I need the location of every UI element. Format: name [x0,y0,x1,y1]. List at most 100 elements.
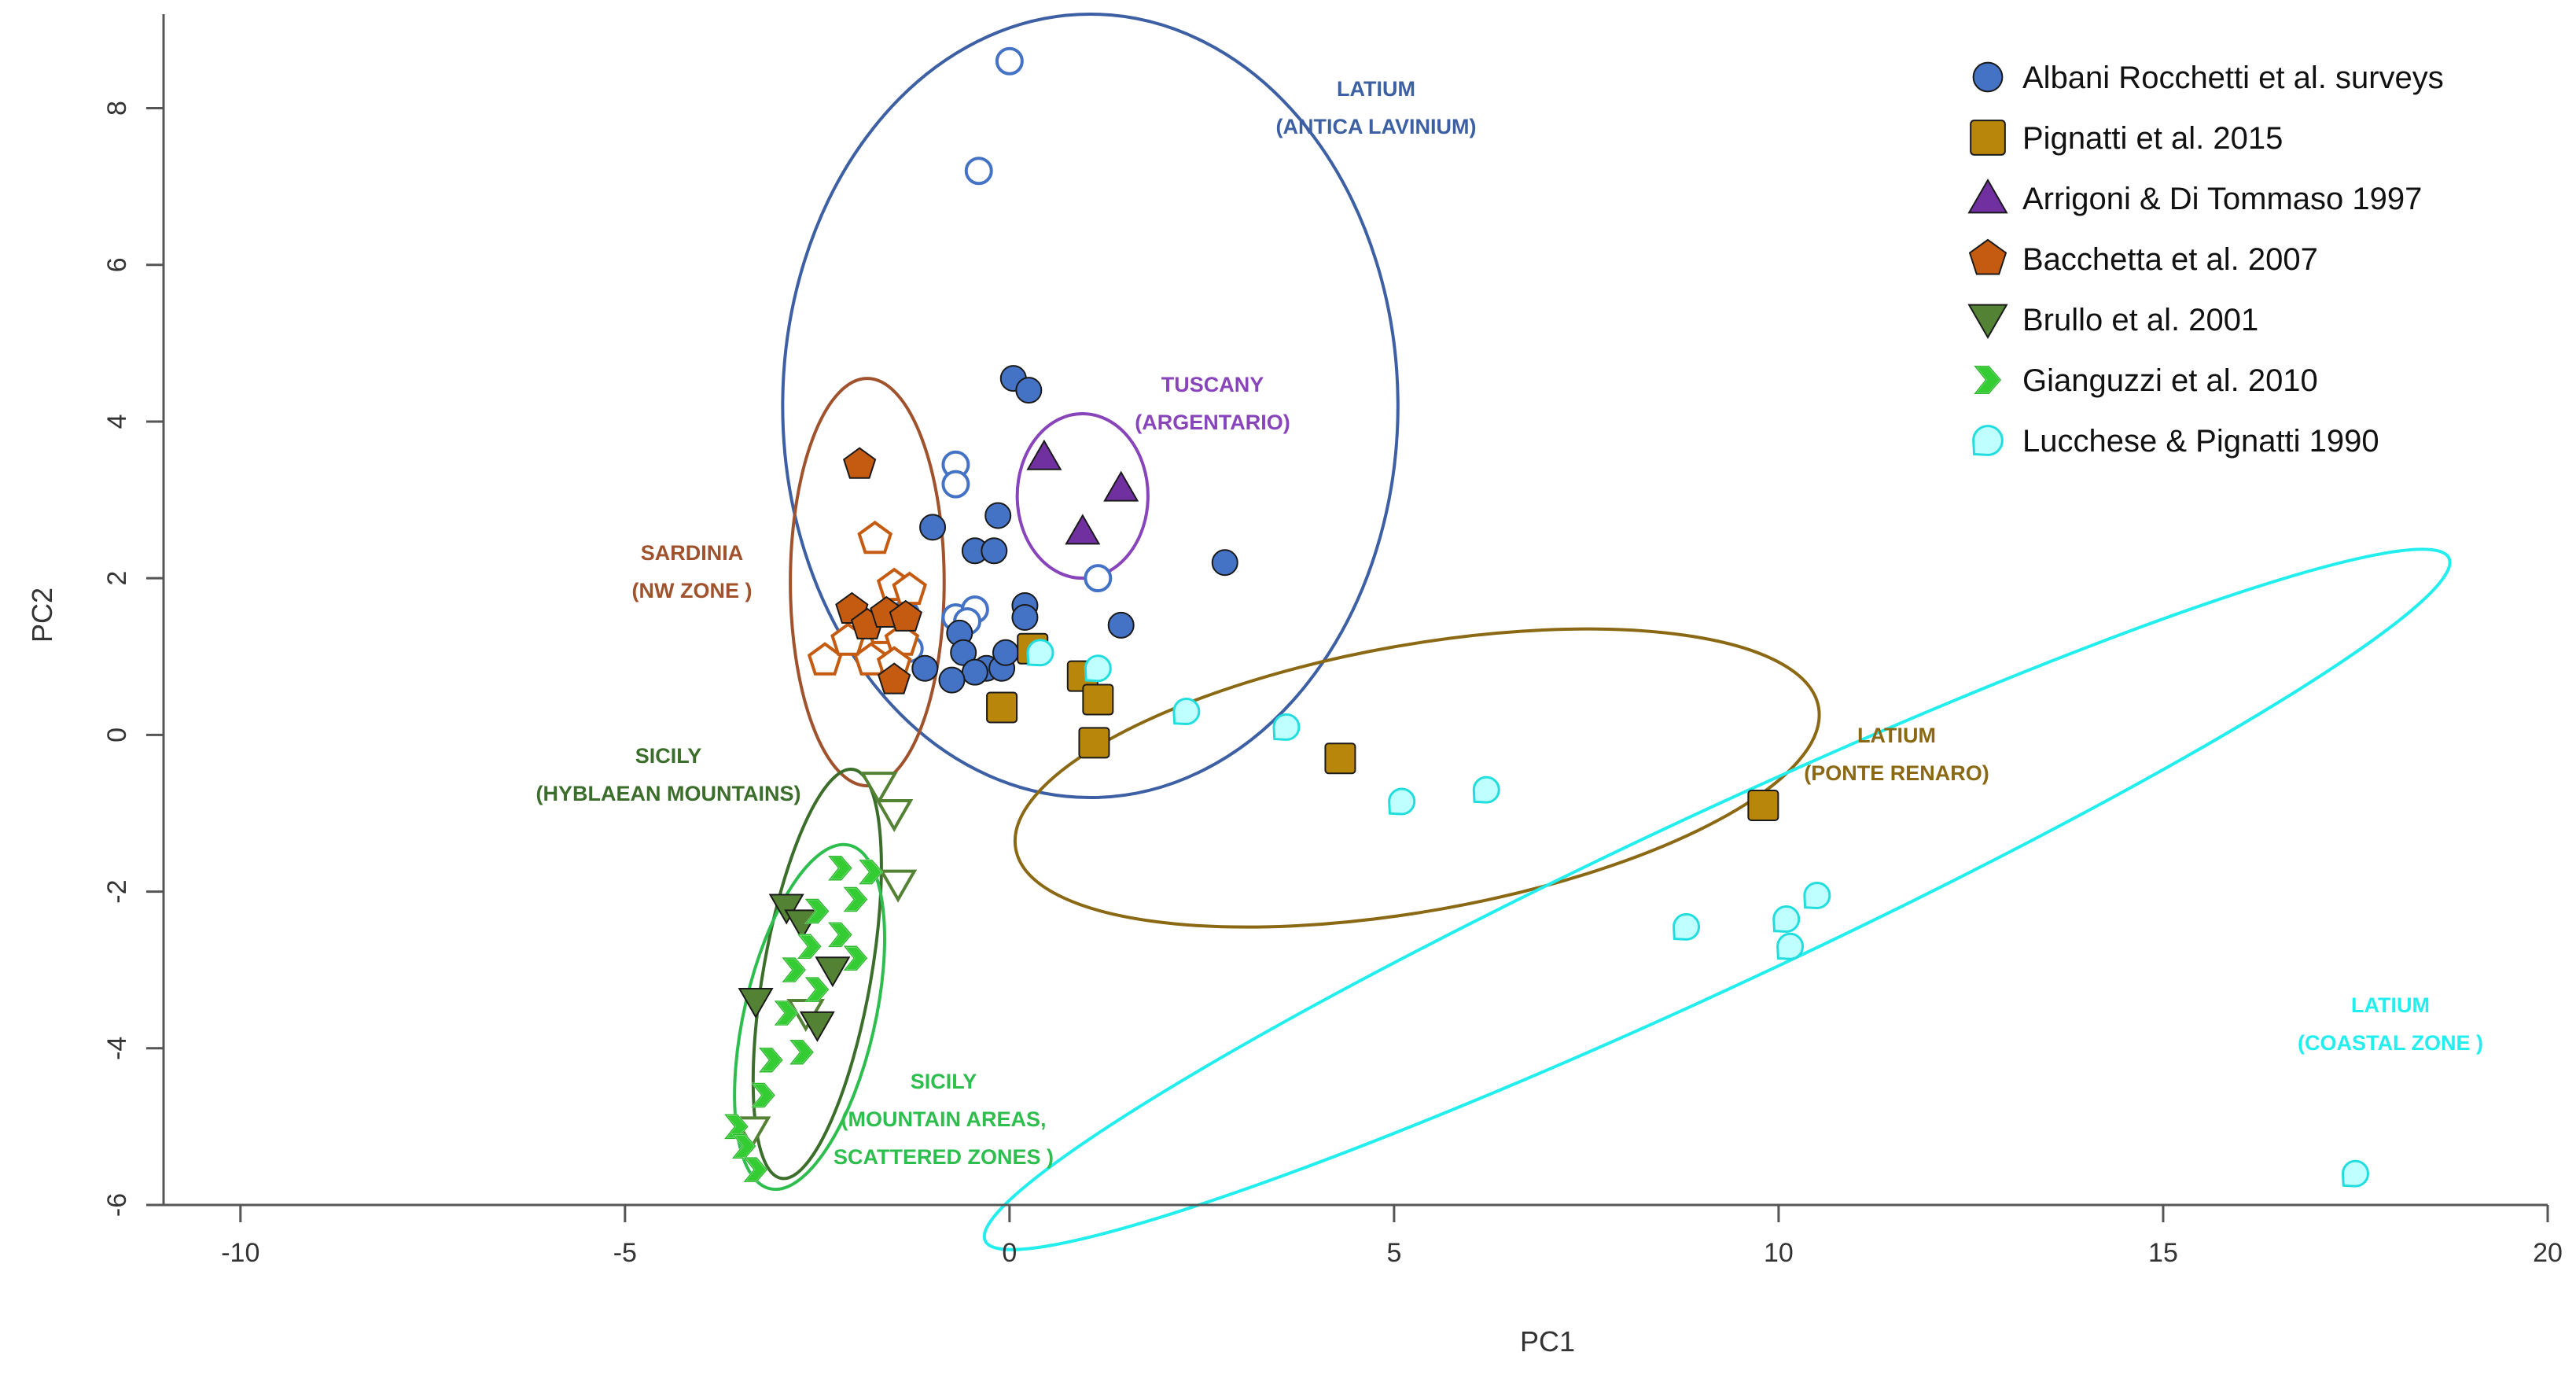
group-ellipses [733,13,2452,1251]
y-tick-label: 4 [102,414,132,429]
point-brullo-et-al-2001 [738,988,774,1019]
point-bacchetta-et-al-2007 [878,662,911,695]
region-label-sic-hyb: SICILY [635,744,702,768]
point-lucchese-pignatti-1990 [1084,654,1112,683]
point-lucchese-pignatti-1990 [1776,932,1805,960]
point-lucchese-pignatti-1990 [1772,905,1801,933]
point-bacchetta-et-al-2007 [889,599,922,632]
point-albani-rocchetti-et-al-surveys [1015,377,1043,404]
legend: Albani Rocchetti et al. surveys Pignatti … [1967,61,2444,459]
region-label-sic-hyb: (HYBLAEAN MOUNTAINS) [536,782,801,805]
region-label-tus: TUSCANY [1161,373,1264,396]
point-arrigoni-di-tommaso-1997 [1103,470,1139,502]
point-gianguzzi-et-al-2010-outline [843,945,868,971]
point-gianguzzi-et-al-2010-outline [751,1082,775,1108]
x-axis-title: PC1 [1520,1325,1575,1358]
point-gianguzzi-et-al-2010-outline [743,1157,768,1182]
point-gianguzzi-et-al-2010-outline [804,977,830,1002]
y-tick-label: -4 [102,1037,132,1060]
point-pignatti-et-al-2015 [1078,727,1110,759]
y-tick-label: 2 [102,571,132,586]
region-label-lat-coast: LATIUM [2351,993,2430,1017]
point-gianguzzi-et-al-2010-outline [804,898,830,924]
point-lucchese-pignatti-1990 [2341,1159,2369,1188]
point-brullo-et-al-2001-open [874,799,914,833]
point-albani-rocchetti-et-al-surveys [984,502,1012,529]
region-label-sar: SARDINIA [641,541,744,565]
region-label-lat-lav: LATIUM [1337,77,1415,101]
region-label-sic-mtn: (MOUNTAIN AREAS, [841,1107,1047,1131]
point-albani-rocchetti-et-al-surveys [1107,611,1135,639]
ellipse-latium-coastal-zone [982,547,2452,1251]
region-label-sic-mtn: SICILY [911,1070,977,1093]
point-albani-rocchetti-et-al-surveys [981,537,1008,565]
ellipse-sicily-mountain-areas-scattered-zones [733,842,886,1192]
ellipse-sicily-hyblaean-mountains [751,767,883,1181]
legend-marker-pignatti-et-al-2015 [1970,120,2006,156]
point-pignatti-et-al-2015 [1747,790,1779,822]
point-bacchetta-et-al-2007-open [857,520,893,555]
region-label-lat-coast: (COASTAL ZONE ) [2298,1031,2483,1055]
data-points [723,46,2369,1188]
point-albani-rocchetti-et-al-surveys-open [995,46,1024,76]
x-ticks: -10 -5 0 5 10 15 20 [221,1205,2563,1268]
point-albani-rocchetti-et-al-surveys [919,514,947,541]
point-albani-rocchetti-et-al-surveys [911,654,939,682]
region-label-lat-ren: (PONTE RENARO) [1804,761,1989,785]
region-label-lat-ren: LATIUM [1857,724,1936,747]
region-labels: LATIUM (ANTICA LAVINIUM) TUSCANY (ARGENTARI… [536,77,2483,1169]
point-gianguzzi-et-al-2010-outline [828,855,852,881]
x-tick-label: 20 [2533,1238,2563,1268]
point-albani-rocchetti-et-al-surveys [992,639,1019,666]
point-gianguzzi-et-al-2010-outline [789,1040,814,1065]
point-gianguzzi-et-al-2010-outline [782,957,807,982]
point-gianguzzi-et-al-2010-outline [859,859,883,885]
point-pignatti-et-al-2015 [1082,683,1114,716]
legend-marker-albani-rocchetti-et-al-surveys [1972,61,2004,93]
region-label-sar: (NW ZONE ) [632,579,753,602]
point-albani-rocchetti-et-al-surveys [1211,549,1238,577]
point-albani-rocchetti-et-al-surveys-open [941,470,970,499]
legend-label-lucchese-pignatti-1990: Lucchese & Pignatti 1990 [2022,424,2379,459]
point-lucchese-pignatti-1990 [1026,639,1054,667]
point-albani-rocchetti-et-al-surveys [1011,603,1039,631]
legend-label-pignatti-et-al-2015: Pignatti et al. 2015 [2022,121,2283,156]
region-label-tus: (ARGENTARIO) [1135,411,1290,434]
x-tick-label: 10 [1764,1238,1794,1268]
point-pignatti-et-al-2015 [986,691,1018,724]
x-tick-label: 15 [2148,1238,2178,1268]
point-albani-rocchetti-et-al-surveys-open [1084,564,1113,593]
x-tick-label: -5 [613,1238,637,1268]
legend-label-bacchetta-et-al-2007: Bacchetta et al. 2007 [2022,242,2318,277]
point-gianguzzi-et-al-2010-outline [774,1000,799,1026]
point-albani-rocchetti-et-al-surveys [950,639,977,666]
point-gianguzzi-et-al-2010-outline [828,922,852,948]
ellipse-latium-ponte-renaro [1013,627,1821,929]
x-tick-label: -10 [221,1238,259,1268]
legend-marker-gianguzzi-et-al-2010-outline [1974,366,2002,394]
y-ticks: -6 -4 -2 0 2 4 6 8 [102,101,164,1217]
y-tick-label: 8 [102,101,132,116]
point-lucchese-pignatti-1990 [1172,698,1201,725]
point-pignatti-et-al-2015 [1324,742,1356,775]
legend-label-arrigoni-di-tommaso-1997: Arrigoni & Di Tommaso 1997 [2022,182,2422,216]
ellipse-tuscany-argentario [1015,411,1150,580]
legend-marker-arrigoni-di-tommaso-1997 [1967,178,2008,214]
y-tick-label: 0 [102,728,132,742]
point-gianguzzi-et-al-2010-outline [843,886,868,912]
y-tick-label: 6 [102,257,132,272]
point-albani-rocchetti-et-al-surveys [938,666,966,694]
point-lucchese-pignatti-1990 [1388,787,1416,816]
legend-label-brullo-et-al-2001: Brullo et al. 2001 [2022,303,2258,337]
x-tick-label: 5 [1386,1238,1401,1268]
point-lucchese-pignatti-1990 [1673,912,1701,941]
region-label-lat-lav: (ANTICA LAVINIUM) [1276,115,1477,138]
point-brullo-et-al-2001 [768,893,804,925]
point-gianguzzi-et-al-2010-outline [797,934,822,960]
point-gianguzzi-et-al-2010-outline [759,1047,783,1073]
y-tick-label: -6 [102,1193,132,1217]
point-brullo-et-al-2001-open [878,869,918,903]
point-lucchese-pignatti-1990 [1272,713,1301,741]
